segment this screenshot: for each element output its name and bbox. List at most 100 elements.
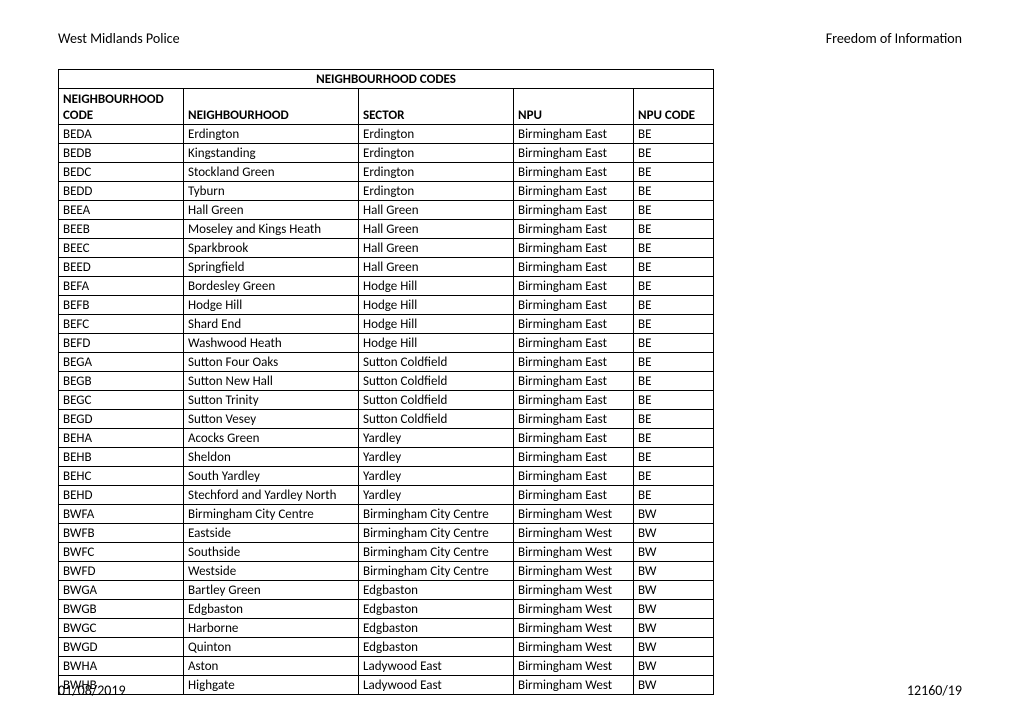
table-cell: Hodge Hill <box>359 296 514 315</box>
table-cell: Hall Green <box>359 258 514 277</box>
table-cell: Erdington <box>359 125 514 144</box>
table-cell: Birmingham East <box>514 258 634 277</box>
table-cell: BEFA <box>59 277 184 296</box>
table-cell: BEHD <box>59 486 184 505</box>
table-cell: BE <box>634 163 714 182</box>
table-cell: BEHA <box>59 429 184 448</box>
table-cell: BEDA <box>59 125 184 144</box>
table-row: BEGDSutton VeseySutton ColdfieldBirmingh… <box>59 410 714 429</box>
table-cell: Yardley <box>359 486 514 505</box>
table-cell: Sutton Coldfield <box>359 391 514 410</box>
table-row: BEEDSpringfieldHall GreenBirmingham East… <box>59 258 714 277</box>
table-cell: BW <box>634 619 714 638</box>
table-cell: Sutton Trinity <box>184 391 359 410</box>
table-cell: BW <box>634 657 714 676</box>
table-cell: Erdington <box>184 125 359 144</box>
table-row: BWFBEastsideBirmingham City CentreBirmin… <box>59 524 714 543</box>
table-cell: Birmingham City Centre <box>359 505 514 524</box>
table-cell: Stechford and Yardley North <box>184 486 359 505</box>
table-cell: BE <box>634 258 714 277</box>
table-cell: BEFC <box>59 315 184 334</box>
table-cell: Aston <box>184 657 359 676</box>
table-cell: BWFA <box>59 505 184 524</box>
table-cell: Hall Green <box>359 201 514 220</box>
table-cell: BW <box>634 543 714 562</box>
table-cell: BW <box>634 638 714 657</box>
table-cell: Bordesley Green <box>184 277 359 296</box>
header-left: West Midlands Police <box>58 30 180 47</box>
table-cell: BEHC <box>59 467 184 486</box>
table-cell: BW <box>634 505 714 524</box>
table-cell: Birmingham East <box>514 201 634 220</box>
table-row: BWFDWestsideBirmingham City CentreBirmin… <box>59 562 714 581</box>
col-header-code: NEIGHBOURHOOD CODE <box>59 89 184 125</box>
table-cell: Ladywood East <box>359 657 514 676</box>
table-cell: BE <box>634 372 714 391</box>
table-cell: BEEA <box>59 201 184 220</box>
table-cell: Yardley <box>359 467 514 486</box>
table-row: BEHAAcocks GreenYardleyBirmingham EastBE <box>59 429 714 448</box>
table-cell: Sparkbrook <box>184 239 359 258</box>
table-row: BEHCSouth YardleyYardleyBirmingham EastB… <box>59 467 714 486</box>
table-cell: Quinton <box>184 638 359 657</box>
table-cell: BE <box>634 353 714 372</box>
table-row: BEDCStockland GreenErdingtonBirmingham E… <box>59 163 714 182</box>
table-cell: Hall Green <box>359 220 514 239</box>
table-row: BWGDQuintonEdgbastonBirmingham WestBW <box>59 638 714 657</box>
table-cell: BEDC <box>59 163 184 182</box>
table-cell: Hodge Hill <box>359 277 514 296</box>
table-row: BWGCHarborneEdgbastonBirmingham WestBW <box>59 619 714 638</box>
table-row: BEDBKingstandingErdingtonBirmingham East… <box>59 144 714 163</box>
table-cell: BWGA <box>59 581 184 600</box>
table-header-row: NEIGHBOURHOOD CODE NEIGHBOURHOOD SECTOR … <box>59 89 714 125</box>
codes-table: NEIGHBOURHOOD CODES NEIGHBOURHOOD CODE N… <box>58 69 714 695</box>
table-cell: Birmingham East <box>514 429 634 448</box>
table-cell: BW <box>634 581 714 600</box>
page-header: West Midlands Police Freedom of Informat… <box>58 30 962 47</box>
table-cell: Springfield <box>184 258 359 277</box>
table-cell: Birmingham East <box>514 372 634 391</box>
table-cell: Sutton Vesey <box>184 410 359 429</box>
table-row: BWGBEdgbastonEdgbastonBirmingham WestBW <box>59 600 714 619</box>
table-cell: Birmingham City Centre <box>359 524 514 543</box>
table-cell: Acocks Green <box>184 429 359 448</box>
table-cell: BE <box>634 220 714 239</box>
table-cell: Yardley <box>359 448 514 467</box>
table-cell: BW <box>634 524 714 543</box>
table-row: BEDAErdingtonErdingtonBirmingham EastBE <box>59 125 714 144</box>
table-cell: Birmingham City Centre <box>359 562 514 581</box>
table-cell: Birmingham City Centre <box>184 505 359 524</box>
table-cell: Hodge Hill <box>359 315 514 334</box>
table-cell: Bartley Green <box>184 581 359 600</box>
table-cell: Birmingham East <box>514 334 634 353</box>
table-cell: BWFC <box>59 543 184 562</box>
table-cell: Birmingham East <box>514 144 634 163</box>
table-cell: BW <box>634 562 714 581</box>
table-cell: BE <box>634 277 714 296</box>
table-row: BWGABartley GreenEdgbastonBirmingham Wes… <box>59 581 714 600</box>
header-right: Freedom of Information <box>826 30 962 47</box>
table-cell: Birmingham East <box>514 296 634 315</box>
table-cell: BE <box>634 201 714 220</box>
table-cell: Erdington <box>359 144 514 163</box>
table-cell: BWGD <box>59 638 184 657</box>
table-cell: Hall Green <box>359 239 514 258</box>
table-cell: Harborne <box>184 619 359 638</box>
table-cell: Sutton Four Oaks <box>184 353 359 372</box>
table-cell: Birmingham West <box>514 562 634 581</box>
table-cell: Birmingham West <box>514 581 634 600</box>
table-cell: BE <box>634 334 714 353</box>
table-cell: Birmingham East <box>514 182 634 201</box>
table-cell: BEED <box>59 258 184 277</box>
table-cell: Edgbaston <box>359 619 514 638</box>
table-cell: Birmingham East <box>514 391 634 410</box>
table-cell: Hodge Hill <box>359 334 514 353</box>
table-cell: Birmingham East <box>514 448 634 467</box>
table-row: BEFCShard EndHodge HillBirmingham EastBE <box>59 315 714 334</box>
table-cell: Edgbaston <box>184 600 359 619</box>
table-cell: BWFD <box>59 562 184 581</box>
table-cell: Tyburn <box>184 182 359 201</box>
table-row: BEHDStechford and Yardley NorthYardleyBi… <box>59 486 714 505</box>
table-cell: Sutton Coldfield <box>359 372 514 391</box>
col-header-neighbourhood: NEIGHBOURHOOD <box>184 89 359 125</box>
